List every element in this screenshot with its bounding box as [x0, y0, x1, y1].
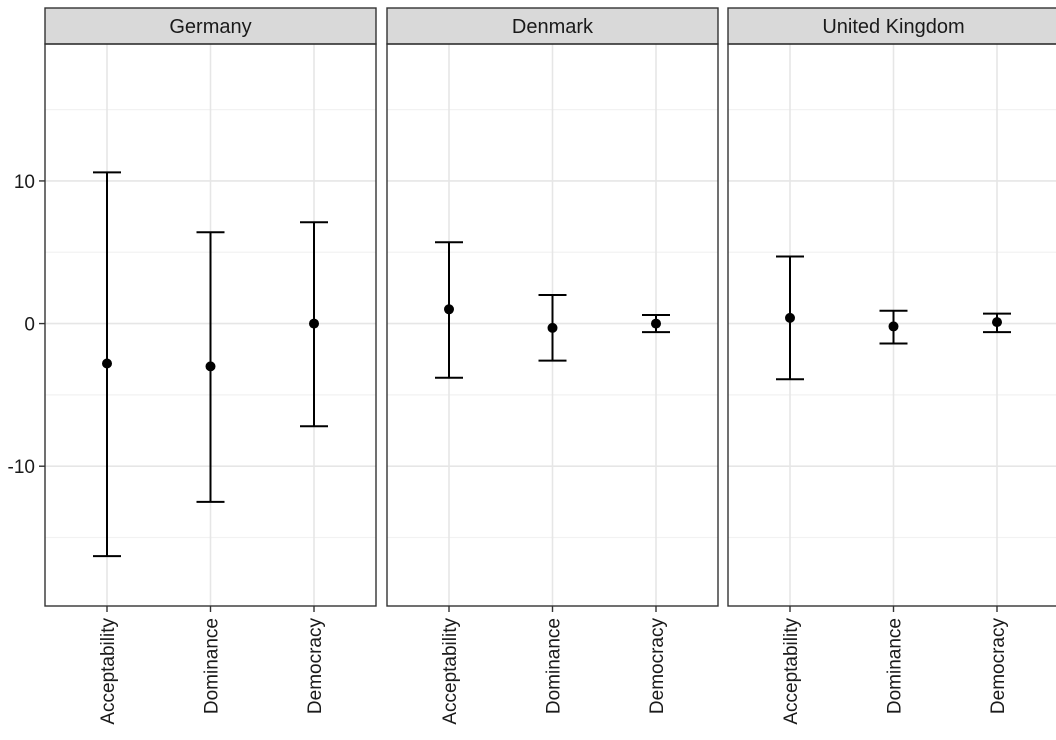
x-tick-label-germany-acceptability: Acceptability [98, 618, 119, 725]
x-tick-label-united-kingdom-acceptability: Acceptability [781, 618, 802, 725]
facet-label-denmark: Denmark [512, 16, 594, 38]
x-tick-label-denmark-dominance: Dominance [544, 618, 565, 714]
errorbar-germany-democracy [300, 221, 328, 428]
y-tick-label: -10 [8, 457, 35, 478]
y-tick-label: 0 [24, 315, 35, 336]
errorbar-denmark-acceptability [435, 241, 463, 379]
frame-layer [39, 7, 1056, 612]
marks-layer [93, 171, 1011, 558]
text-layer: Germany Acceptability Dominance Democracy De… [8, 16, 1009, 725]
point-estimate [888, 321, 899, 332]
x-tick-label-germany-democracy: Democracy [305, 618, 326, 715]
errorbar-denmark-democracy [642, 314, 670, 334]
errorbar-denmark-dominance [538, 294, 567, 362]
point-estimate [102, 358, 112, 369]
errorbar-germany-dominance [196, 231, 225, 503]
x-tick-label-denmark-acceptability: Acceptability [440, 618, 461, 725]
errorbar-united-kingdom-democracy [983, 312, 1011, 334]
y-tick-label: 10 [14, 172, 35, 193]
point-estimate [547, 322, 558, 333]
point-estimate [444, 304, 454, 315]
errorbar-united-kingdom-acceptability [776, 255, 804, 381]
point-estimate [205, 361, 216, 372]
errorbar-united-kingdom-dominance [879, 309, 908, 345]
facet-strip-germany [44, 7, 377, 45]
point-estimate [651, 318, 661, 329]
point-estimate [992, 317, 1002, 328]
x-tick-label-united-kingdom-dominance: Dominance [885, 618, 906, 714]
facet-label-united-kingdom: United Kingdom [822, 16, 964, 38]
point-estimate [309, 318, 319, 329]
point-estimate [785, 312, 795, 323]
x-tick-label-united-kingdom-democracy: Democracy [988, 618, 1009, 715]
errorbar-germany-acceptability [93, 171, 121, 558]
x-tick-label-denmark-democracy: Democracy [647, 618, 668, 715]
facet-strip-united-kingdom [727, 7, 1056, 45]
facet-strip-denmark [386, 7, 719, 45]
x-tick-label-germany-dominance: Dominance [202, 618, 223, 714]
facet-label-germany: Germany [169, 16, 251, 38]
